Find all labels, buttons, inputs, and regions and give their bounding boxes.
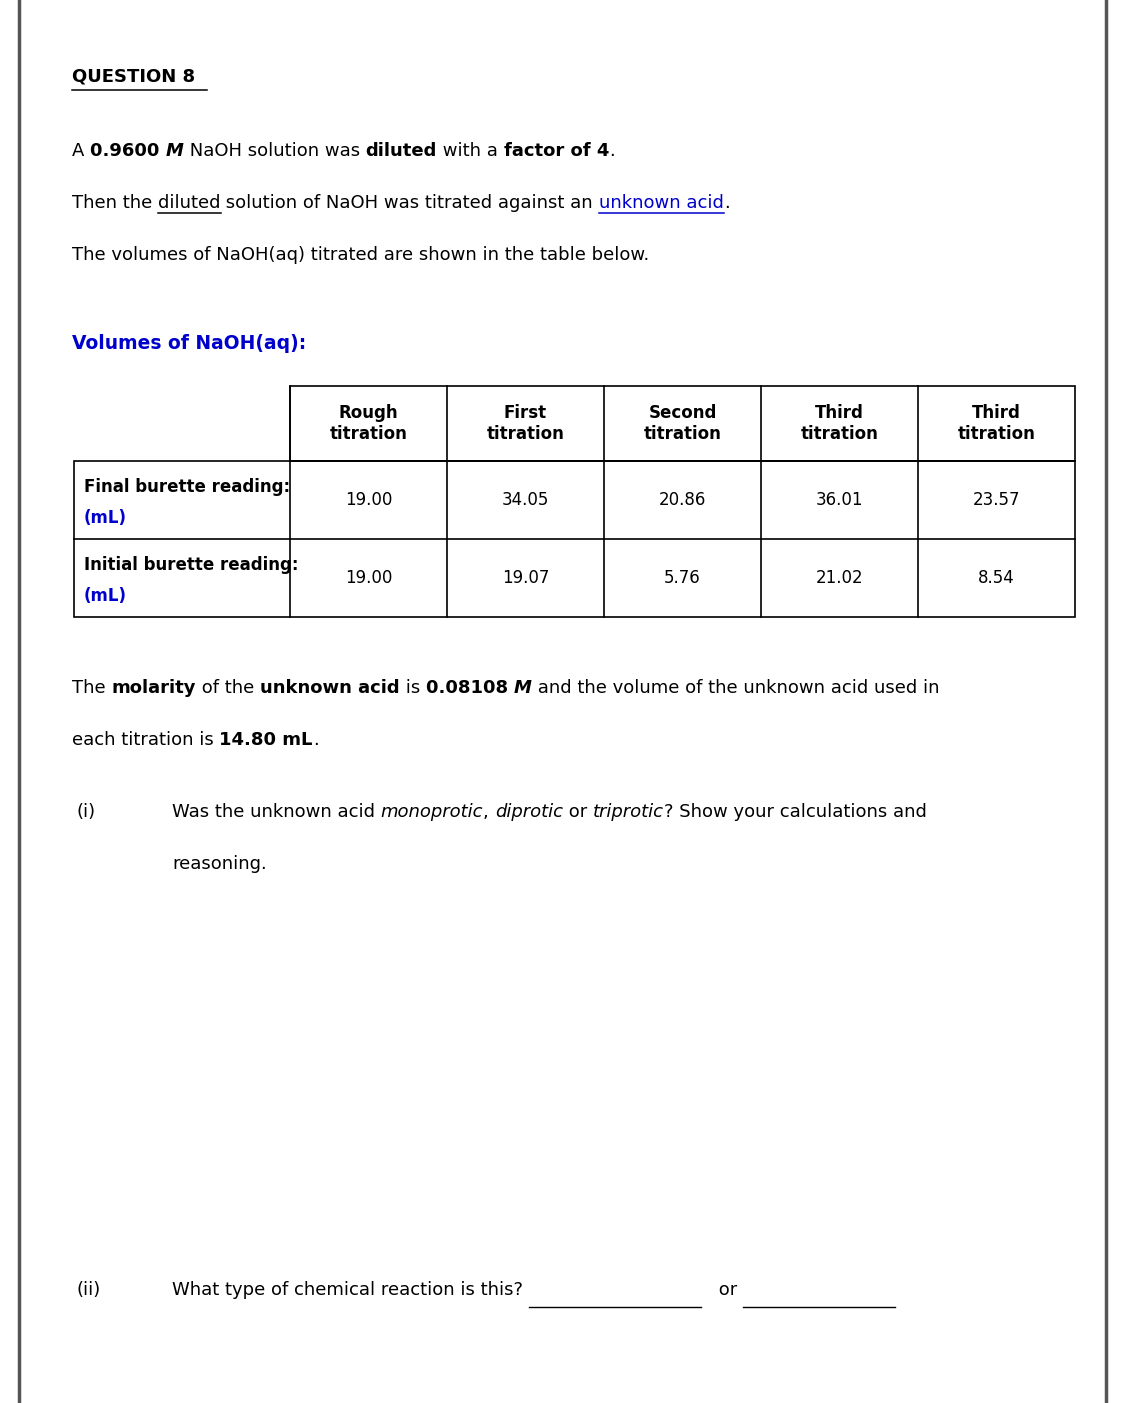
Bar <box>290 386 1076 462</box>
Text: or: or <box>713 1281 742 1299</box>
Text: A: A <box>72 142 90 160</box>
Text: factor of 4: factor of 4 <box>504 142 609 160</box>
Text: 19.07: 19.07 <box>502 570 549 586</box>
Text: NaOH solution was: NaOH solution was <box>183 142 366 160</box>
Text: What type of chemical reaction is this?: What type of chemical reaction is this? <box>172 1281 529 1299</box>
Text: with a: with a <box>436 142 504 160</box>
Text: reasoning.: reasoning. <box>172 854 267 873</box>
Text: 23.57: 23.57 <box>973 491 1020 509</box>
Text: ,: , <box>484 803 495 821</box>
Text: 34.05: 34.05 <box>502 491 549 509</box>
Text: solution of NaOH was titrated against an: solution of NaOH was titrated against an <box>220 194 598 212</box>
Text: 5.76: 5.76 <box>664 570 701 586</box>
Text: (i): (i) <box>76 803 96 821</box>
Text: 0.9600: 0.9600 <box>90 142 165 160</box>
Text: Then the: Then the <box>72 194 158 212</box>
Text: 8.54: 8.54 <box>978 570 1015 586</box>
Text: 19.00: 19.00 <box>344 491 393 509</box>
Text: .: . <box>609 142 614 160</box>
Text: triprotic: triprotic <box>593 803 664 821</box>
Text: Was the unknown acid: Was the unknown acid <box>172 803 380 821</box>
Text: M: M <box>514 679 532 697</box>
Text: (mL): (mL) <box>84 509 127 528</box>
Text: molarity: molarity <box>111 679 196 697</box>
Text: monoprotic: monoprotic <box>380 803 484 821</box>
Text: and the volume of the unknown acid used in: and the volume of the unknown acid used … <box>532 679 939 697</box>
Text: unknown acid: unknown acid <box>260 679 399 697</box>
Text: Final burette reading:: Final burette reading: <box>84 478 290 497</box>
Text: Third
titration: Third titration <box>801 404 879 443</box>
Text: Initial burette reading:: Initial burette reading: <box>84 556 298 574</box>
Text: First
titration: First titration <box>486 404 565 443</box>
Text: 21.02: 21.02 <box>816 570 863 586</box>
Text: M: M <box>165 142 183 160</box>
Text: 36.01: 36.01 <box>816 491 863 509</box>
Text: Rough
titration: Rough titration <box>330 404 407 443</box>
Text: 19.00: 19.00 <box>344 570 393 586</box>
Text: each titration is: each titration is <box>72 731 219 749</box>
Text: (ii): (ii) <box>76 1281 101 1299</box>
Text: ? Show your calculations and: ? Show your calculations and <box>664 803 927 821</box>
Text: Second
titration: Second titration <box>644 404 721 443</box>
Text: (mL): (mL) <box>84 586 127 605</box>
Text: diluted: diluted <box>366 142 436 160</box>
Text: The: The <box>72 679 111 697</box>
Text: or: or <box>562 803 593 821</box>
Text: QUESTION 8: QUESTION 8 <box>72 67 195 86</box>
Text: diprotic: diprotic <box>495 803 562 821</box>
Text: is: is <box>399 679 425 697</box>
Text: Volumes of NaOH(aq):: Volumes of NaOH(aq): <box>72 334 306 354</box>
Text: 14.80 mL: 14.80 mL <box>219 731 313 749</box>
Text: diluted: diluted <box>158 194 221 212</box>
Text: .: . <box>723 194 729 212</box>
Text: of the: of the <box>196 679 260 697</box>
Text: 0.08108: 0.08108 <box>425 679 514 697</box>
Text: Third
titration: Third titration <box>957 404 1035 443</box>
Text: unknown acid: unknown acid <box>598 194 723 212</box>
Text: .: . <box>313 731 318 749</box>
Text: The volumes of NaOH(aq) titrated are shown in the table below.: The volumes of NaOH(aq) titrated are sho… <box>72 246 649 264</box>
Bar <box>74 462 1076 617</box>
Text: 20.86: 20.86 <box>659 491 706 509</box>
